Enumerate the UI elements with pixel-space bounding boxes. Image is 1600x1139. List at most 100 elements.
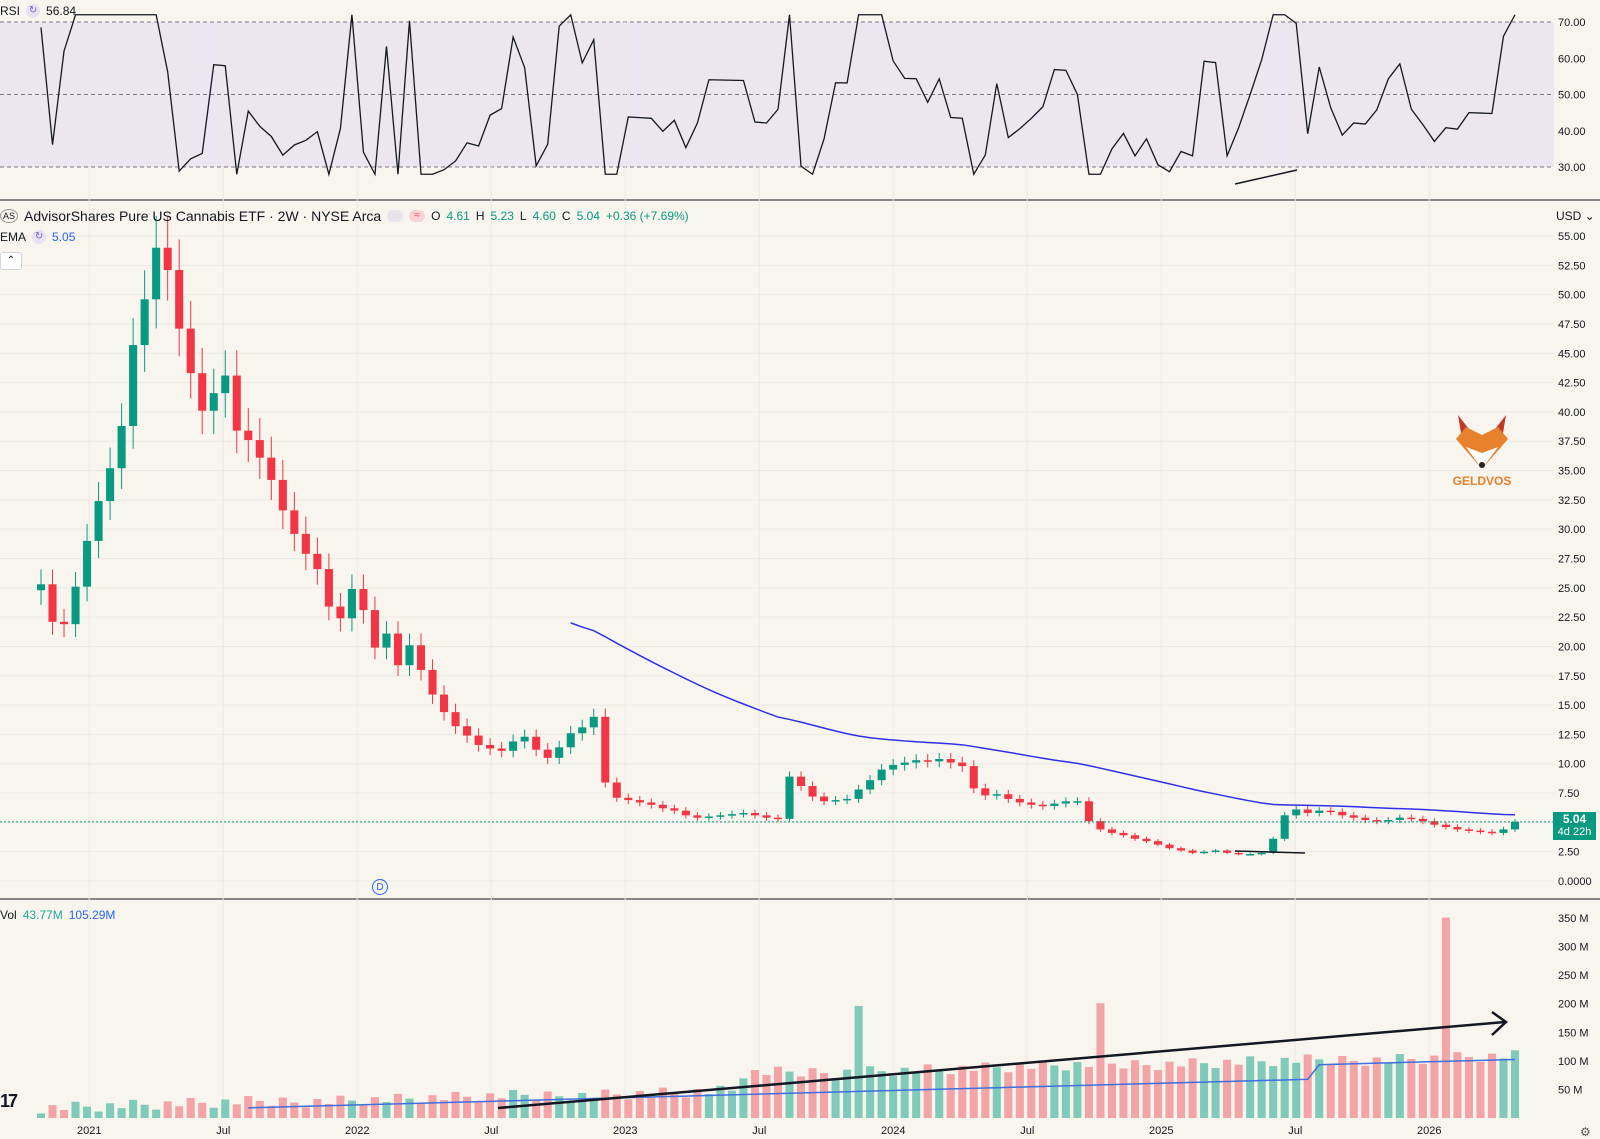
candle — [923, 760, 932, 762]
candle — [820, 796, 829, 802]
pill-icon[interactable] — [387, 210, 404, 222]
price-tick-label: 45.00 — [1558, 348, 1586, 360]
volume-bar — [1418, 1063, 1427, 1118]
volume-bar — [486, 1093, 495, 1118]
high-value: 5.23 — [490, 209, 514, 223]
volume-bar — [693, 1089, 702, 1118]
rsi-value: 56.84 — [46, 4, 77, 18]
volume-bar — [1430, 1055, 1439, 1118]
candle — [1061, 801, 1070, 804]
candle — [1499, 829, 1508, 833]
candle — [1188, 850, 1197, 853]
candle — [1476, 830, 1485, 833]
volume-bar — [1257, 1061, 1266, 1118]
rsi-label: RSI — [0, 4, 21, 18]
volume-bar — [566, 1101, 575, 1118]
volume-bar — [1050, 1065, 1059, 1118]
volume-value: 43.77M — [22, 908, 63, 922]
candle — [301, 533, 310, 554]
volume-bar — [152, 1109, 161, 1118]
volume-bar — [624, 1099, 633, 1118]
tradingview-logo-icon[interactable]: 17 — [0, 1091, 18, 1111]
close-label: C — [561, 209, 571, 223]
currency-selector[interactable]: USD ⌄ — [1556, 209, 1595, 223]
candle — [359, 588, 368, 611]
candle — [946, 759, 955, 763]
volume-bar — [1499, 1058, 1508, 1118]
volume-bar — [1510, 1050, 1520, 1118]
volume-bar — [1246, 1056, 1255, 1118]
collapse-legend-button[interactable]: ⌃ — [0, 252, 22, 270]
rsi-settings-icon[interactable]: ↻ — [26, 4, 41, 18]
candle — [555, 747, 564, 758]
candle — [578, 727, 587, 734]
trendline-arrow — [1491, 1010, 1508, 1036]
volume-bar — [601, 1089, 610, 1118]
candle — [658, 804, 667, 809]
time-tick-label: 2024 — [881, 1125, 905, 1137]
volume-tick-label: 350 M — [1558, 913, 1589, 925]
last-price-value: 5.04 — [1562, 812, 1587, 826]
price-support-line — [1234, 850, 1306, 854]
candle — [1338, 811, 1347, 816]
candle — [612, 782, 621, 798]
volume-bar — [1292, 1062, 1301, 1118]
volume-bar — [290, 1102, 299, 1118]
candle — [117, 425, 126, 469]
volume-bar — [1349, 1060, 1358, 1118]
candle — [1395, 817, 1404, 821]
volume-bar — [94, 1111, 103, 1118]
candle — [382, 633, 391, 648]
volume-bar — [428, 1095, 437, 1118]
volume-bar — [658, 1087, 667, 1118]
candle — [474, 735, 483, 745]
ema-settings-icon[interactable]: ↻ — [32, 230, 47, 244]
volume-bar — [704, 1094, 713, 1118]
candle — [1200, 851, 1209, 854]
volume-bar — [1142, 1065, 1151, 1118]
candle — [440, 694, 449, 713]
volume-bar — [935, 1069, 944, 1118]
candle — [1177, 848, 1186, 851]
candle — [94, 501, 103, 541]
volume-tick-label: 50 M — [1558, 1084, 1582, 1096]
volume-bar — [612, 1094, 621, 1118]
last-price-tag: 5.04 4d 22h — [1553, 812, 1596, 840]
candle — [209, 393, 218, 411]
candle — [186, 328, 195, 374]
candle — [877, 769, 886, 781]
settings-gear-icon[interactable]: ⚙ — [1580, 1125, 1591, 1139]
volume-bar — [716, 1085, 725, 1118]
watermark-name: GELDVOS — [1452, 474, 1512, 488]
volume-bar — [532, 1099, 541, 1118]
dividend-marker[interactable]: D — [372, 879, 388, 895]
time-tick-label: 2025 — [1149, 1125, 1173, 1137]
candle — [1372, 820, 1381, 822]
volume-tick-label: 300 M — [1558, 942, 1589, 954]
candle — [1004, 794, 1013, 799]
candle — [347, 588, 356, 619]
volume-bar — [1223, 1059, 1232, 1118]
volume-bar — [785, 1071, 794, 1118]
volume-bar — [71, 1101, 80, 1118]
candle — [1361, 817, 1370, 821]
volume-bar — [1234, 1064, 1243, 1118]
volume-bar — [969, 1070, 978, 1118]
candle — [543, 749, 552, 758]
wave-icon[interactable]: ≈ — [409, 210, 426, 222]
volume-bar — [451, 1091, 460, 1118]
ema-label: EMA — [0, 230, 27, 244]
volume-bar — [209, 1107, 218, 1118]
candle — [324, 569, 333, 607]
candle — [1430, 821, 1439, 825]
candle — [106, 468, 115, 502]
price-tick-label: 27.50 — [1558, 554, 1586, 566]
time-tick-label: Jul — [484, 1125, 498, 1137]
candle — [854, 789, 863, 799]
price-tick-label: 50.00 — [1558, 290, 1586, 302]
candle — [83, 540, 92, 587]
symbol-title[interactable]: AdvisorShares Pure US Cannabis ETF · 2W … — [24, 208, 382, 224]
volume-bar — [60, 1110, 69, 1118]
volume-bar — [244, 1096, 253, 1118]
